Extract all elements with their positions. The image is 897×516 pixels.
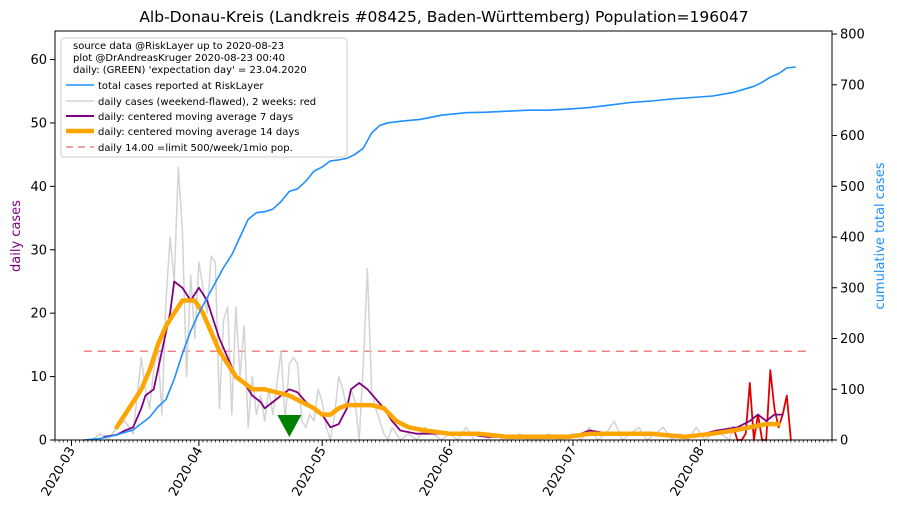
legend-note-source: source data @RiskLayer up to 2020-08-23 xyxy=(73,41,284,52)
y-right-tick-label: 400 xyxy=(840,231,865,246)
legend-note-plot: plot @DrAndreasKruger 2020-08-23 00:40 xyxy=(73,53,285,64)
y-right-tick-label: 700 xyxy=(840,78,865,93)
y-right-tick-label: 600 xyxy=(840,129,865,144)
legend-label-ma7: daily: centered moving average 7 days xyxy=(98,112,293,123)
plot-frame xyxy=(54,30,833,441)
y-left-tick-label: 50 xyxy=(30,116,47,131)
y-axis-left-label: daily cases xyxy=(9,200,24,272)
y-left-tick-label: 0 xyxy=(39,434,47,449)
y-right-tick-label: 200 xyxy=(840,332,865,347)
series-total xyxy=(83,66,796,441)
series-ma14 xyxy=(114,298,781,440)
plot-area xyxy=(83,66,812,441)
legend-label-daily-raw: daily cases (weekend-flawed), 2 weeks: r… xyxy=(98,97,316,108)
y-right-tick-label: 500 xyxy=(840,180,865,195)
y-left-tick-label: 10 xyxy=(30,370,47,385)
legend-label-total: total cases reported at RiskLayer xyxy=(98,81,264,92)
y-left-tick-label: 20 xyxy=(30,307,47,322)
y-axis-right-label: cumulative total cases xyxy=(873,162,888,309)
legend-box xyxy=(60,37,348,158)
y-right-tick-label: 0 xyxy=(840,434,848,449)
y-left-tick-label: 30 xyxy=(30,243,47,258)
chart-title: Alb-Donau-Kreis (Landkreis #08425, Baden… xyxy=(139,8,748,26)
y-left-tick-label: 40 xyxy=(30,180,47,195)
y-right-tick-label: 300 xyxy=(840,281,865,296)
legend-label-limit: daily 14.00 =limit 500/week/1mio pop. xyxy=(98,143,293,154)
legend-label-ma14: daily: centered moving average 14 days xyxy=(98,127,299,138)
y-left-tick-label: 60 xyxy=(30,53,47,68)
y-right-tick-label: 100 xyxy=(840,383,865,398)
y-right-tick-label: 800 xyxy=(840,28,865,43)
legend-note-expectation: daily: (GREEN) 'expectation day' = 23.04… xyxy=(73,65,307,76)
legend: source data @RiskLayer up to 2020-08-23 … xyxy=(60,37,348,158)
expectation-day-marker xyxy=(277,415,302,438)
